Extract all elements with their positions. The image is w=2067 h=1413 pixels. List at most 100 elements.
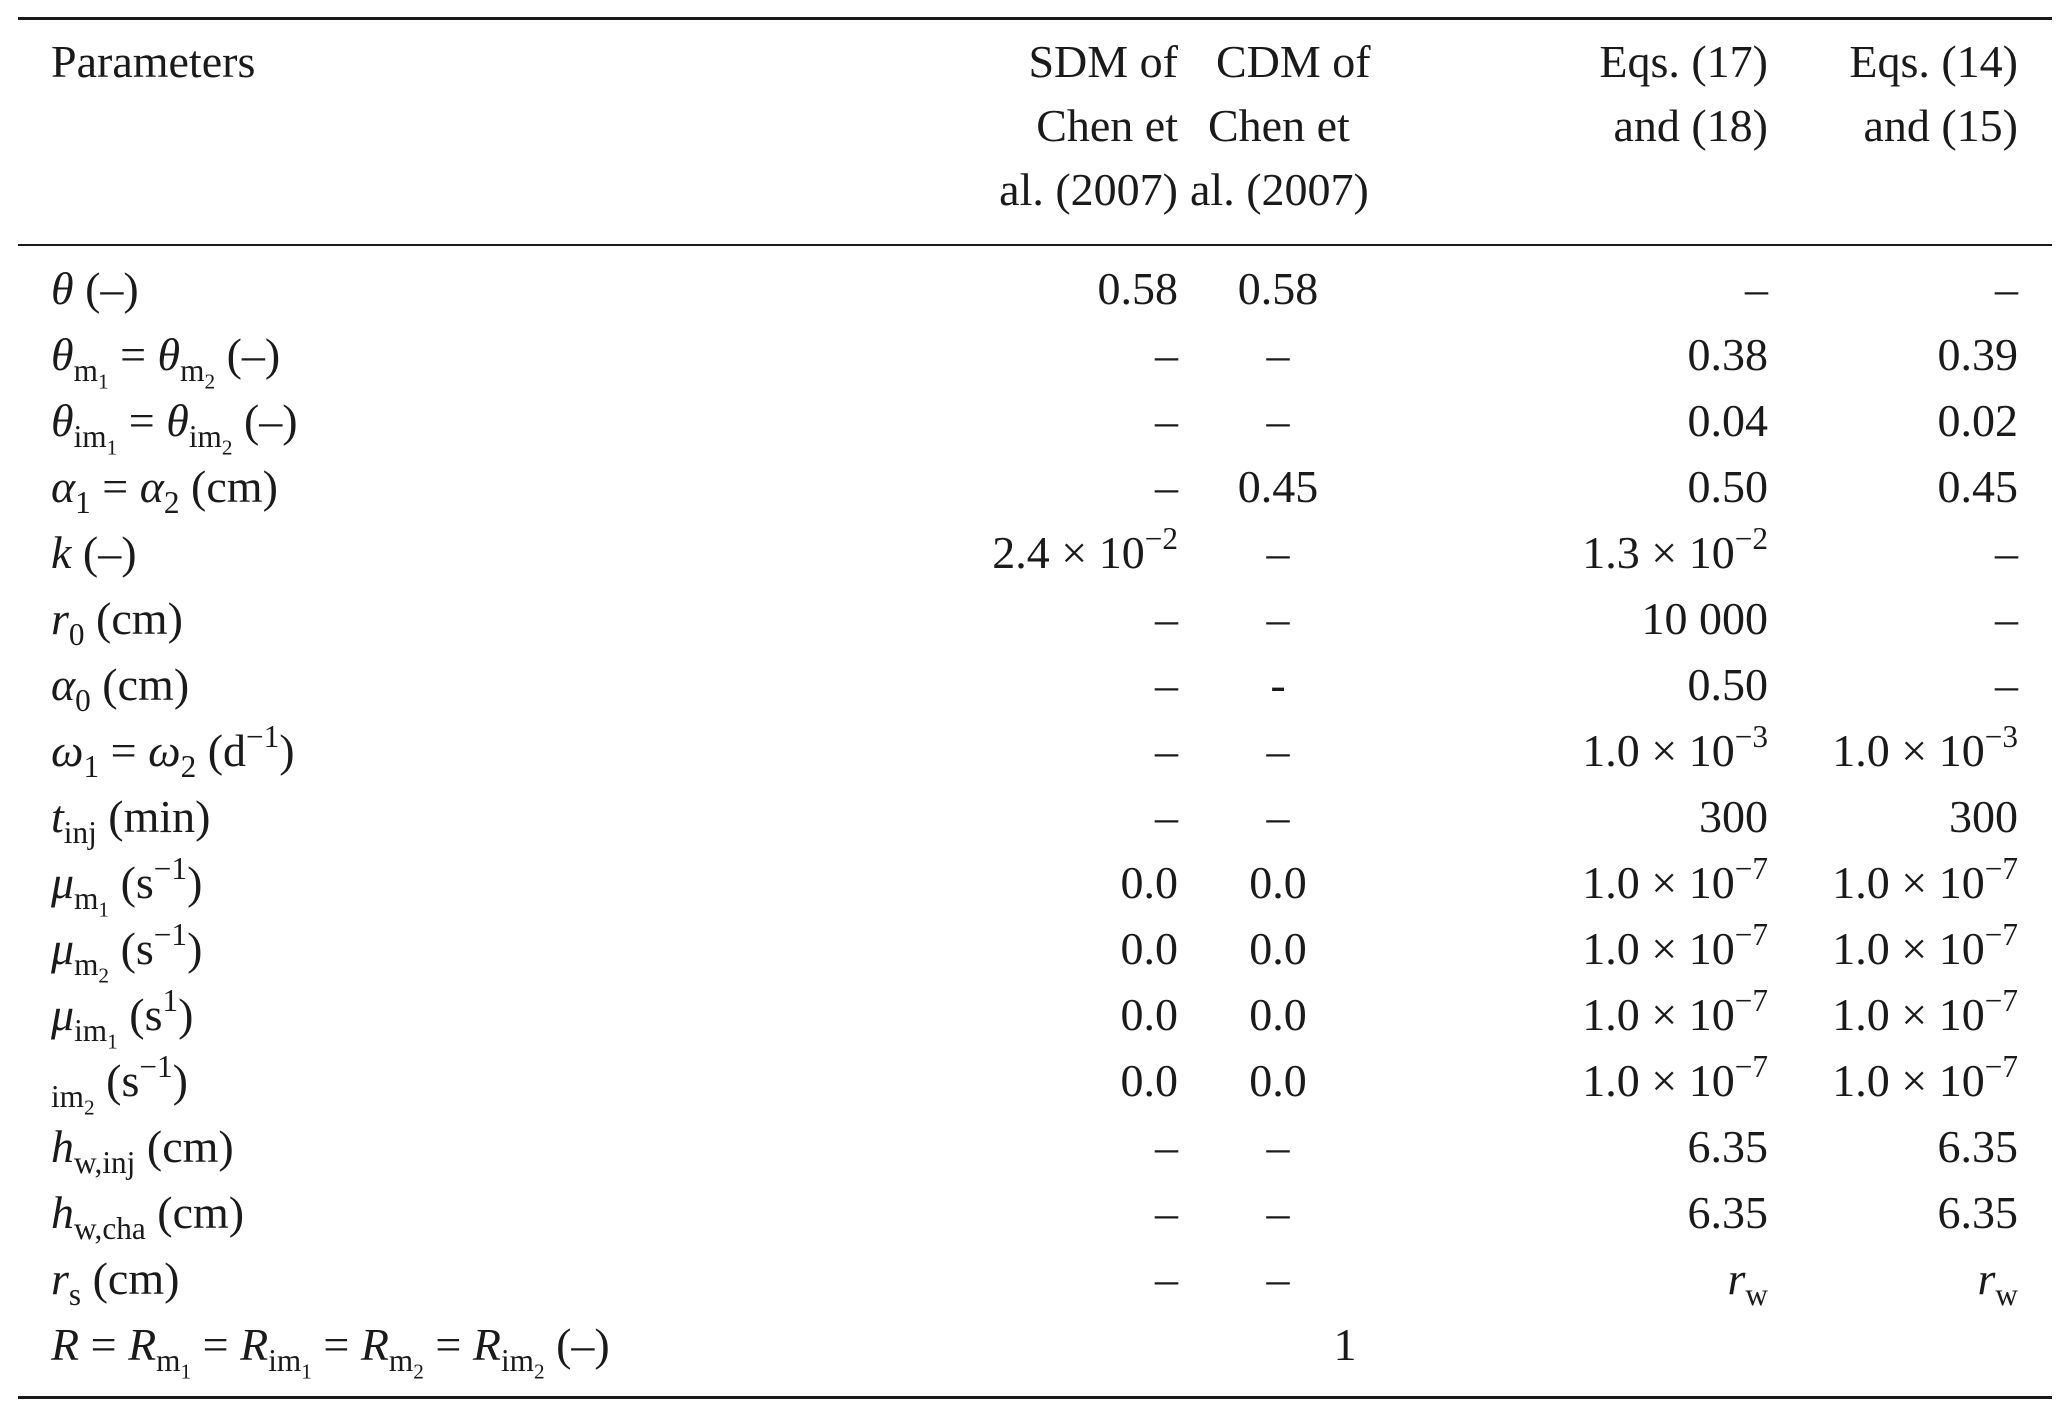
cell-eq1718: – [1745,263,1768,314]
top-rule [18,17,2052,20]
cell-sdm: – [1155,461,1178,512]
table-row: im2 (s−1) 0.0 0.0 1.0 × 10−7 1.0 × 10−7 [18,1048,2052,1118]
cell-eq1415: rw [1977,1253,2019,1312]
cell-sdm: 0.0 [1120,923,1179,974]
cell-sdm: 0.58 [1097,263,1179,314]
cell-eq1415: 0.39 [1937,329,2019,380]
cell-eq1718: 0.50 [1687,461,1769,512]
cell-eq1718: 1.0 × 10−7 [1582,983,1768,1040]
header-cdm: CDM of Chen et al. (2007) [1190,36,1371,215]
row-label: rs (cm) [51,1253,180,1312]
table-row: k (–) 2.4 × 10−2 – 1.3 × 10−2 – [18,520,2052,586]
row-label: hw,cha (cm) [51,1187,245,1246]
table-row: θm1 = θm2 (–) – – 0.38 0.39 [18,322,2052,394]
cell-eq1415: 6.35 [1937,1121,2019,1172]
row-label: α0 (cm) [51,659,190,718]
cell-cdm: – [1266,395,1290,446]
table-row: μm2 (s−1) 0.0 0.0 1.0 × 10−7 1.0 × 10−7 [18,916,2052,988]
header-eqs-14-15: Eqs. (14) and (15) [1849,36,2018,151]
row-label: μim1 (s1) [51,983,194,1054]
table-row: θ (–) 0.58 0.58 – – [18,244,2052,322]
cell-sdm: – [1155,791,1178,842]
parameters-table: Parameters SDM of Chen et al. (2007) CDM… [18,20,2052,1384]
cell-r-value: 1 [1333,1319,1357,1370]
cell-eq1718: 6.35 [1687,1187,1769,1238]
cell-cdm: 0.0 [1249,989,1307,1040]
cell-sdm: – [1155,1121,1178,1172]
table-row: α0 (cm) – - 0.50 – [18,652,2052,718]
cell-sdm: – [1155,1187,1178,1238]
row-label: μm1 (s−1) [51,851,203,922]
cell-cdm: – [1266,593,1290,644]
header-sdm: SDM of Chen et al. (2007) [999,36,1178,215]
cell-eq1718: 300 [1699,791,1768,842]
header-eqs-17-18: Eqs. (17) and (18) [1599,36,1768,151]
row-label: k (–) [51,527,137,578]
cell-eq1415: 6.35 [1937,1187,2019,1238]
header-row: Parameters SDM of Chen et al. (2007) CDM… [18,20,2052,244]
cell-sdm: – [1155,395,1178,446]
cell-eq1415: 1.0 × 10−7 [1832,1049,2018,1106]
cell-eq1718: 1.3 × 10−2 [1582,521,1768,578]
cell-eq1718: 0.50 [1687,659,1769,710]
cell-cdm: – [1266,527,1290,578]
cell-eq1718: rw [1727,1253,1769,1312]
cell-sdm: 0.0 [1120,857,1179,908]
cell-sdm: – [1155,329,1178,380]
row-label: hw,inj (cm) [51,1121,234,1180]
table-row: μm1 (s−1) 0.0 0.0 1.0 × 10−7 1.0 × 10−7 [18,850,2052,922]
table-row: hw,inj (cm) – – 6.35 6.35 [18,1114,2052,1180]
header-parameters: Parameters [51,36,256,87]
cell-sdm: 2.4 × 10−2 [992,521,1178,578]
cell-sdm: – [1155,725,1178,776]
cell-eq1415: 1.0 × 10−7 [1832,917,2018,974]
cell-cdm: 0.0 [1249,923,1307,974]
cell-eq1415: 0.45 [1937,461,2019,512]
cell-cdm: 0.0 [1249,1055,1307,1106]
cell-eq1718: 1.0 × 10−7 [1582,1049,1768,1106]
cell-cdm: - [1270,659,1286,710]
table-row: hw,cha (cm) – – 6.35 6.35 [18,1180,2052,1246]
row-label: θ (–) [51,263,139,314]
cell-sdm: 0.0 [1120,989,1179,1040]
cell-eq1415: – [1995,527,2018,578]
cell-eq1415: – [1995,263,2018,314]
row-label: R = Rm1 = Rim1 = Rm2 = Rim2 (–) [51,1319,610,1384]
cell-eq1718: 6.35 [1687,1121,1769,1172]
cell-cdm: 0.0 [1249,857,1307,908]
cell-eq1415: 0.02 [1937,395,2019,446]
cell-cdm: – [1266,329,1290,380]
table-row: θim1 = θim2 (–) – – 0.04 0.02 [18,388,2052,460]
table-row: r0 (cm) – – 10 000 – [18,586,2052,652]
cell-eq1415: – [1995,593,2018,644]
cell-eq1718: 1.0 × 10−7 [1582,851,1768,908]
cell-cdm: – [1266,791,1290,842]
row-label: tinj (min) [51,791,211,850]
table-row: tinj (min) – – 300 300 [18,784,2052,850]
cell-eq1718: 1.0 × 10−7 [1582,917,1768,974]
row-label: θm1 = θm2 (–) [51,329,281,394]
cell-eq1415: 1.0 × 10−7 [1832,983,2018,1040]
table-row: μim1 (s1) 0.0 0.0 1.0 × 10−7 1.0 × 10−7 [18,982,2052,1054]
cell-sdm: 0.0 [1120,1055,1179,1106]
cell-cdm: – [1266,1253,1290,1304]
cell-sdm: – [1155,659,1178,710]
cell-cdm: – [1266,725,1290,776]
table-row: R = Rm1 = Rim1 = Rm2 = Rim2 (–) 1 [18,1312,2052,1384]
row-label: ω1 = ω2 (d−1) [51,719,295,784]
cell-eq1718: 1.0 × 10−3 [1582,719,1768,776]
cell-eq1718: 0.38 [1687,329,1769,380]
cell-sdm: – [1155,593,1178,644]
table-row: rs (cm) – – rw rw [18,1246,2052,1312]
cell-eq1718: 10 000 [1641,593,1769,644]
row-label: θim1 = θim2 (–) [51,395,298,460]
cell-eq1415: 300 [1949,791,2018,842]
table-row: ω1 = ω2 (d−1) – – 1.0 × 10−3 1.0 × 10−3 [18,718,2052,784]
row-label: α1 = α2 (cm) [51,461,278,520]
header-rule [18,244,2052,246]
cell-cdm: 0.58 [1237,263,1319,314]
cell-eq1415: – [1995,659,2018,710]
cell-cdm: 0.45 [1237,461,1319,512]
row-label: μm2 (s−1) [51,917,203,988]
cell-sdm: – [1155,1253,1178,1304]
